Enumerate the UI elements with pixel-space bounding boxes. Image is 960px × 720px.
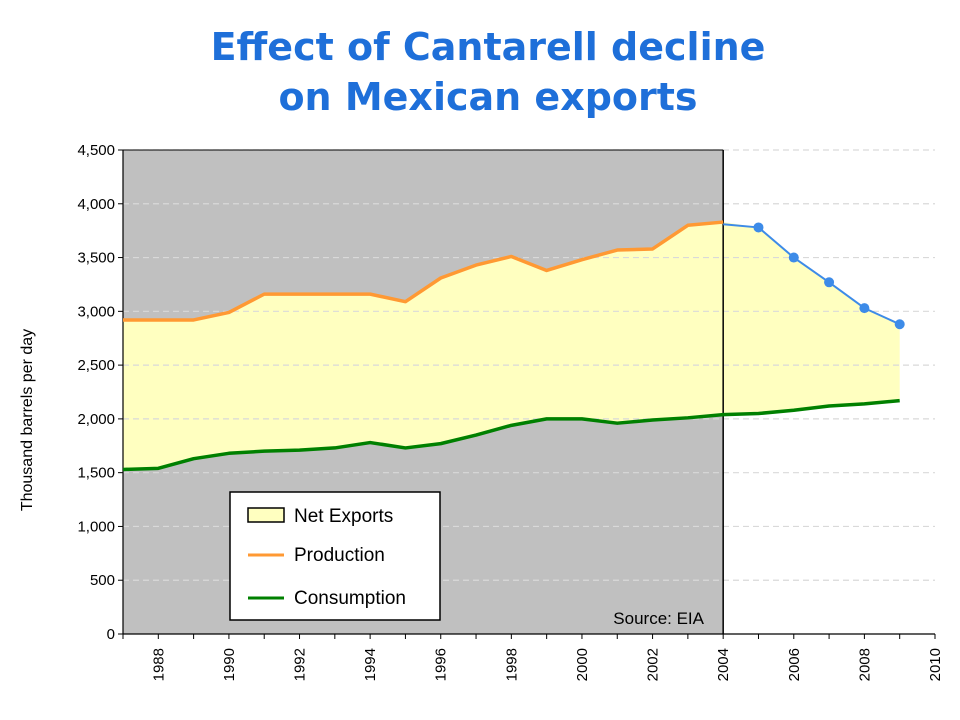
y-tick-label-3500: 3,500 [77, 250, 115, 267]
projected-production-line [723, 223, 901, 326]
source-note: Source: EIA [613, 609, 704, 628]
x-tick-label-1990: 1990 [221, 648, 238, 681]
projected-point-2009 [894, 319, 905, 330]
y-tick-label-0: 0 [107, 626, 115, 643]
legend-label-consumption: Consumption [294, 588, 406, 609]
y-tick-label-2000: 2,000 [77, 411, 115, 428]
projected-point-2007 [824, 277, 835, 288]
x-tick-label-1996: 1996 [433, 648, 450, 681]
chart-title-line-2: on Mexican exports [278, 75, 698, 119]
x-tick-label-2006: 2006 [786, 648, 803, 681]
net-exports-area [123, 222, 900, 470]
x-tick-label-2010: 2010 [927, 648, 944, 681]
chart-title: Effect of Cantarell decline on Mexican e… [0, 22, 960, 122]
chart-title-line-1: Effect of Cantarell decline [210, 25, 766, 69]
plot-area: 0 500 1,000 1,500 2,000 2,500 3,000 3,500 4,000 4… [77, 142, 944, 681]
y-axis-label: Thousand barrels per day [19, 329, 36, 511]
y-tick-label-1500: 1,500 [77, 465, 115, 482]
y-tick-label-4000: 4,000 [77, 196, 115, 213]
x-tick-label-1998: 1998 [503, 648, 520, 681]
y-tick-label-2500: 2,500 [77, 357, 115, 374]
consumption-line [122, 398, 900, 472]
x-tick-label-2004: 2004 [715, 648, 732, 681]
projected-point-2005 [753, 222, 764, 233]
legend: Net Exports Production Consumption [229, 491, 441, 621]
x-tick-label-1988: 1988 [150, 648, 167, 681]
x-tick-label-2000: 2000 [574, 648, 591, 681]
x-tick-label-2002: 2002 [645, 648, 662, 681]
y-tick-label-1000: 1,000 [77, 518, 115, 535]
y-tick-label-500: 500 [90, 572, 115, 589]
production-line [123, 220, 724, 322]
y-tick-label-4500: 4,500 [77, 142, 115, 159]
x-tick-label-1994: 1994 [362, 648, 379, 681]
x-tick-label-1992: 1992 [292, 648, 309, 681]
legend-label-net-exports: Net Exports [294, 506, 393, 527]
legend-swatch-net-exports [247, 507, 285, 523]
x-tick-label-2008: 2008 [856, 648, 873, 681]
legend-label-production: Production [294, 545, 385, 566]
y-tick-label-3000: 3,000 [77, 303, 115, 320]
projected-point-2008 [859, 303, 870, 314]
projected-point-2006 [788, 252, 799, 263]
